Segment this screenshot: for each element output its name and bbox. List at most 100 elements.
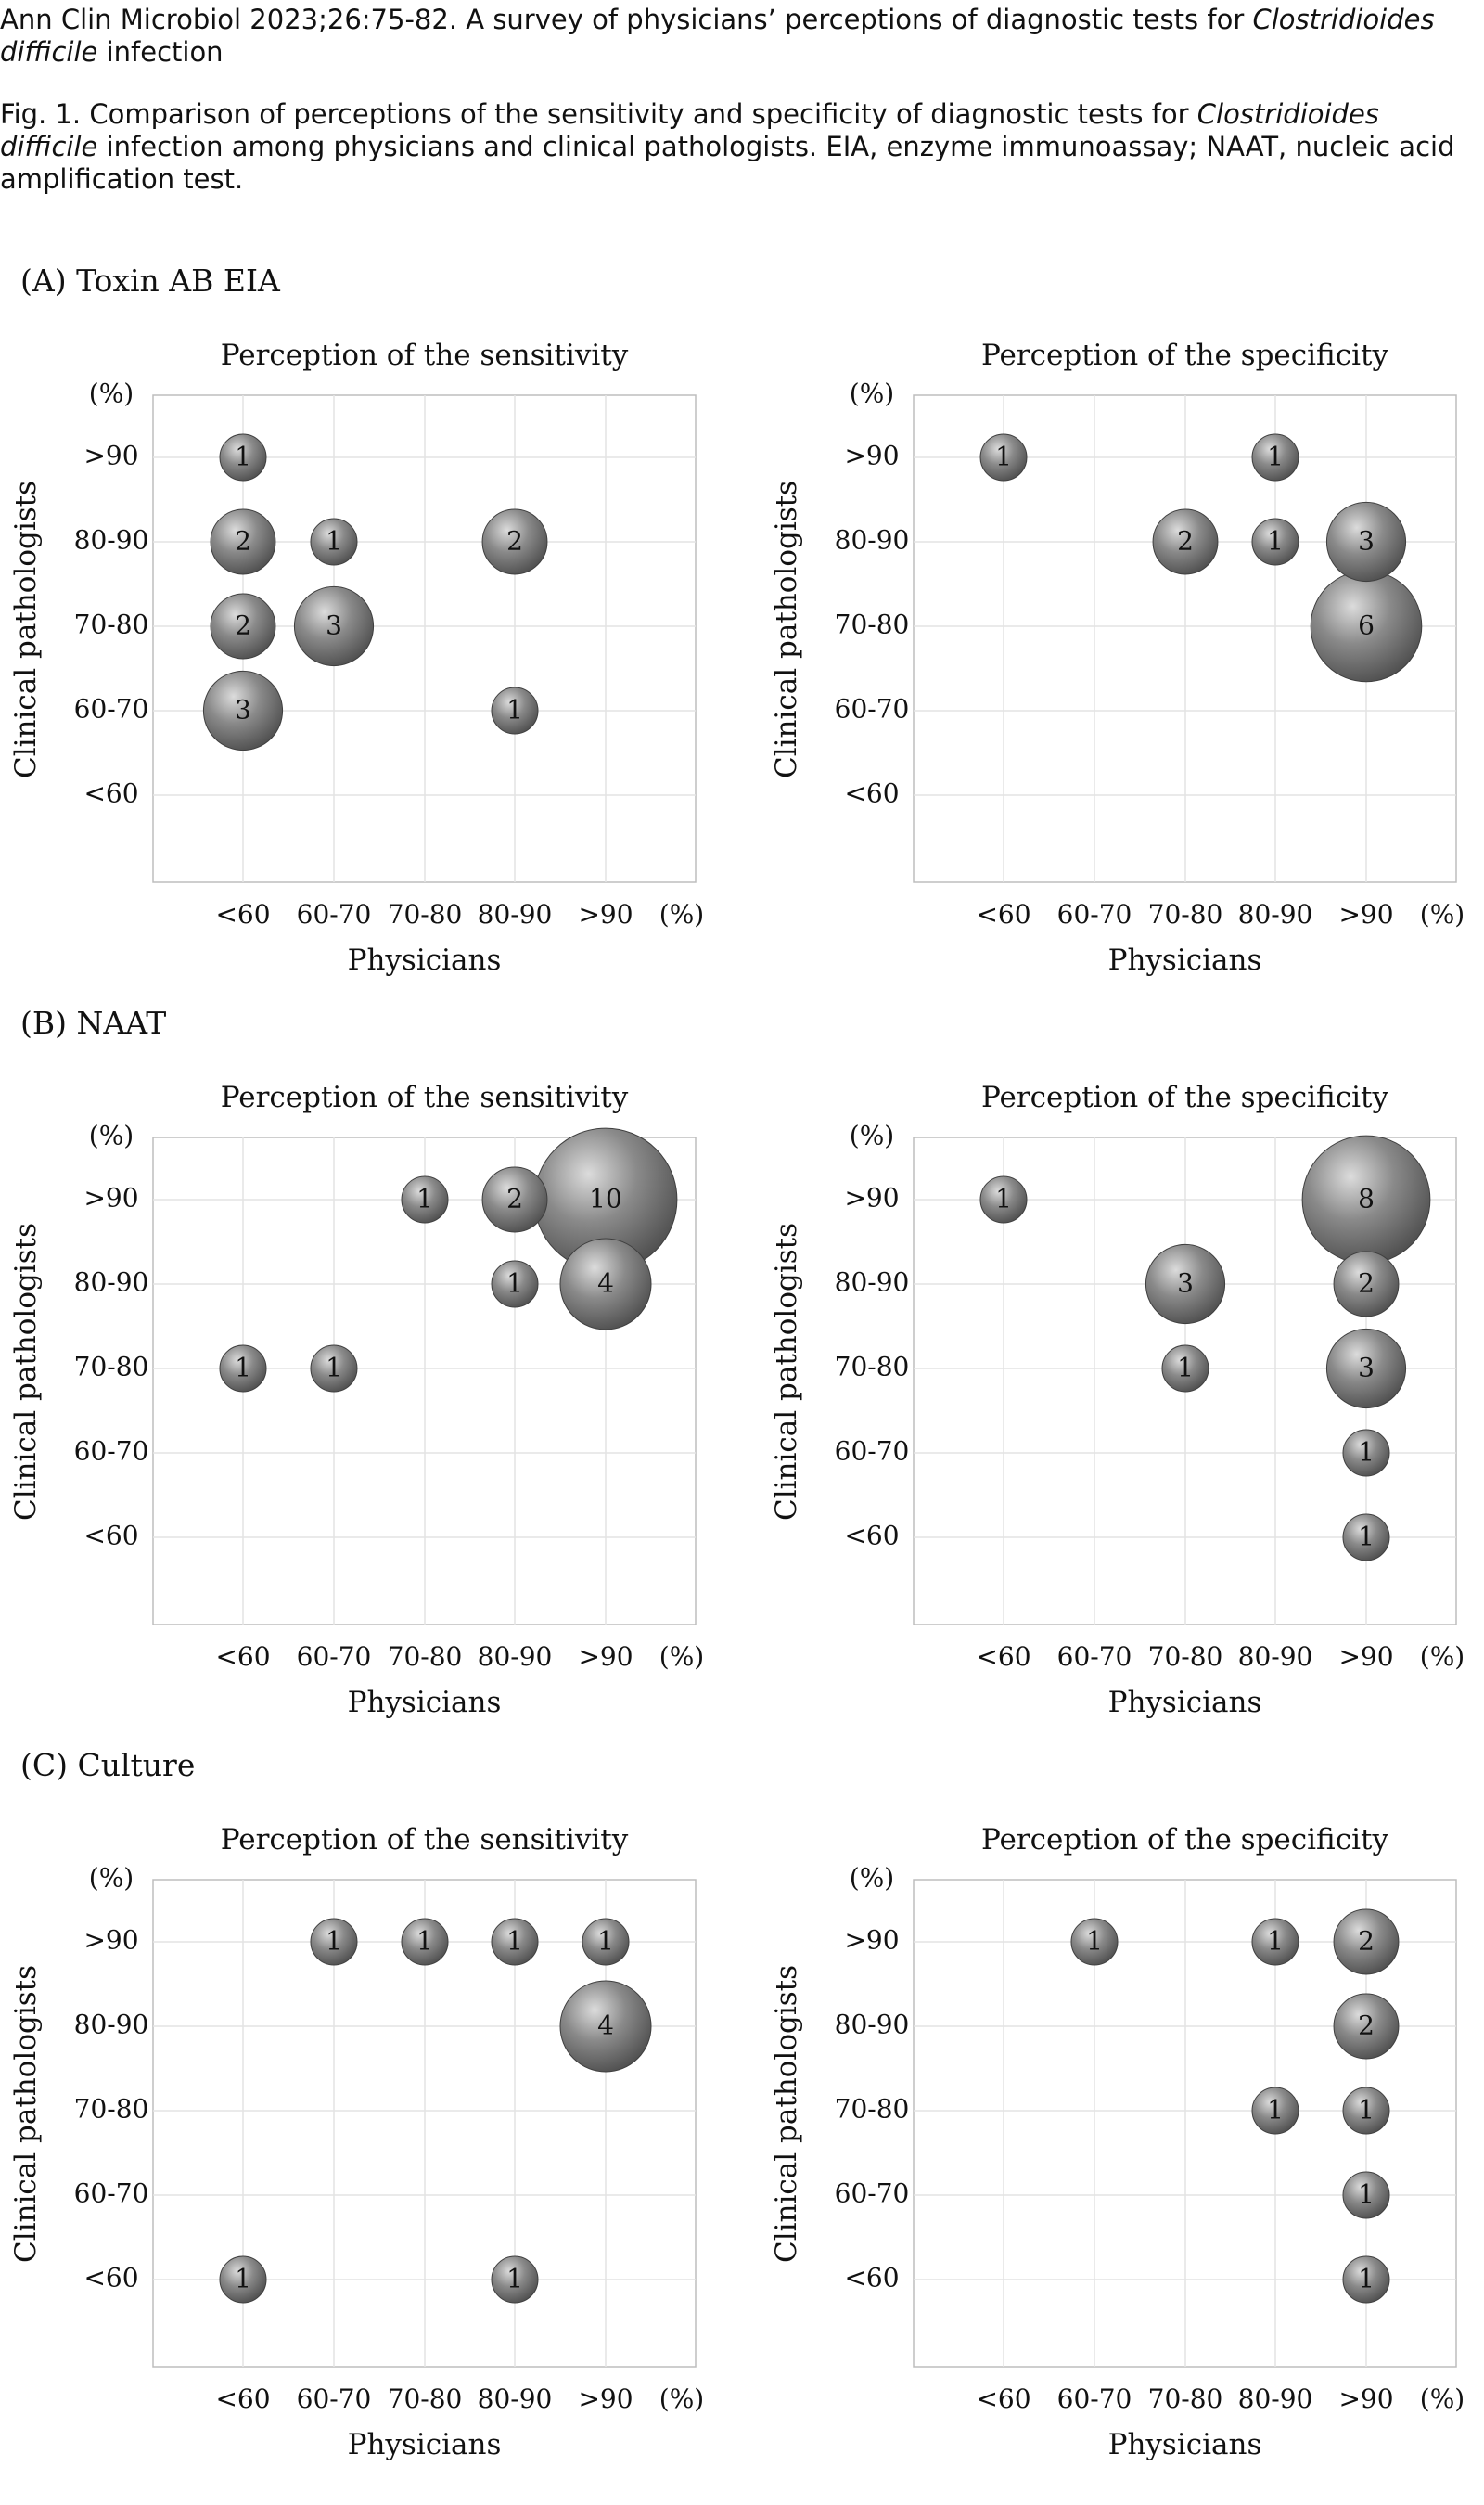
bubble <box>210 593 276 660</box>
bubble-group: 1 <box>1251 1918 1299 1966</box>
bubble-label: 3 <box>1358 1353 1375 1383</box>
bubble <box>1325 501 1407 583</box>
bubble-group: 1 <box>1342 2255 1390 2304</box>
chart-title: Perception of the sensitivity <box>221 339 629 372</box>
bubble-label: 1 <box>326 1926 342 1957</box>
y-unit-label: (%) <box>89 1121 134 1151</box>
bubble-group: 1 <box>582 1918 630 1966</box>
bubble-label: 1 <box>326 1353 342 1383</box>
y-tick-label: 70-80 <box>74 2094 149 2125</box>
citation-end: infection <box>97 36 224 68</box>
chart-toxin-sensitivity: Perception of the sensitivity (%) >90 80-90… <box>9 339 704 977</box>
caption-text: Fig. 1. Comparison of perceptions of the… <box>0 98 1197 130</box>
bubble <box>1251 1918 1299 1966</box>
chart-title: Perception of the specificity <box>981 339 1388 372</box>
bubble-label: 8 <box>1358 1184 1375 1214</box>
bubble-group: 2 <box>210 508 276 575</box>
chart-title: Perception of the specificity <box>981 1823 1388 1856</box>
y-tick-label: >90 <box>83 441 138 471</box>
y-tick-label: 60-70 <box>835 694 910 725</box>
y-tick-label: >90 <box>844 1183 899 1214</box>
bubble-group: 2 <box>1152 508 1219 575</box>
bubble-group: 3 <box>202 670 284 752</box>
bubble-label: 1 <box>1358 2095 1375 2126</box>
x-tick-label: 70-80 <box>1148 1641 1223 1672</box>
bubble-label: 2 <box>1358 1268 1375 1299</box>
bubble-label: 1 <box>326 526 342 557</box>
bubble-label: 1 <box>1358 2264 1375 2294</box>
chart-culture-sensitivity: Perception of the sensitivity (%) >90 80-90… <box>9 1823 704 2461</box>
bubble-label: 1 <box>995 1184 1012 1214</box>
bubble-label: 1 <box>506 1268 523 1299</box>
citation-organism: Clostridioides difficile <box>0 4 1435 68</box>
bubble-group: 1 <box>310 1918 358 1966</box>
y-tick-label: 60-70 <box>835 1436 910 1467</box>
bubble-label: 1 <box>506 695 523 726</box>
bubble <box>979 433 1028 482</box>
y-unit-label: (%) <box>850 379 894 409</box>
bubble-label: 2 <box>1358 2010 1375 2041</box>
bubble-label: 1 <box>235 442 251 472</box>
bubble <box>1145 1243 1226 1325</box>
bubble <box>1342 1513 1390 1561</box>
bubble-group: 1 <box>491 2255 539 2304</box>
bubble-label: 2 <box>506 526 523 557</box>
x-unit-label: (%) <box>659 2383 704 2414</box>
y-tick-label: 70-80 <box>74 1352 149 1382</box>
bubble <box>310 1344 358 1393</box>
y-axis-label: Clinical pathologists <box>770 1223 803 1521</box>
bubble <box>401 1918 449 1966</box>
y-axis-label: Clinical pathologists <box>9 481 43 778</box>
bubble <box>202 670 284 752</box>
bubble-label: 1 <box>597 1926 614 1957</box>
bubble <box>1251 433 1299 482</box>
bubble <box>1325 1328 1407 1409</box>
bubble <box>559 1980 652 2073</box>
x-tick-label: 60-70 <box>297 2383 372 2414</box>
bubble-label: 1 <box>1267 526 1284 557</box>
bubble-group: 1 <box>1342 1513 1390 1561</box>
y-tick-label: >90 <box>844 1925 899 1956</box>
y-tick-label: 60-70 <box>74 694 149 725</box>
x-tick-label: 60-70 <box>1057 2383 1132 2414</box>
bubble-group: 1 <box>1342 2171 1390 2219</box>
x-tick-label: <60 <box>976 899 1030 930</box>
chart-title: Perception of the specificity <box>981 1081 1388 1114</box>
bubble-label: 1 <box>506 2264 523 2294</box>
bubble-label: 2 <box>235 610 251 641</box>
x-axis-label: Physicians <box>1108 1686 1262 1719</box>
bubble-group: 1 <box>219 2255 267 2304</box>
y-tick-label: <60 <box>83 1521 138 1551</box>
bubble <box>1152 508 1219 575</box>
bubble-group: 2 <box>1333 1993 1400 2060</box>
bubble-group: 6 <box>1310 570 1423 683</box>
bubble-group: 1 <box>979 433 1028 482</box>
bubble-label: 3 <box>235 695 251 726</box>
y-unit-label: (%) <box>89 1863 134 1894</box>
bubble-group: 3 <box>1325 1328 1407 1409</box>
x-tick-label: <60 <box>976 1641 1030 1672</box>
bubble-label: 1 <box>1267 1926 1284 1957</box>
bubble-label: 3 <box>1177 1268 1194 1299</box>
x-unit-label: (%) <box>659 1641 704 1672</box>
x-tick-label: 70-80 <box>388 899 463 930</box>
y-tick-label: 70-80 <box>835 1352 910 1382</box>
bubble <box>559 1238 652 1330</box>
bubble-label: 2 <box>1177 526 1194 557</box>
bubble <box>491 1260 539 1308</box>
bubble <box>1070 1918 1119 1966</box>
x-axis-label: Physicians <box>1108 944 1262 977</box>
chart-naat-specificity: Perception of the specificity (%) >90 80-90… <box>770 1081 1465 1719</box>
x-tick-label: >90 <box>1338 2383 1393 2414</box>
bubble <box>1333 1251 1400 1317</box>
bubble-group: 1 <box>219 1344 267 1393</box>
bubble-group: 3 <box>293 585 375 667</box>
bubble-group: 2 <box>1333 1251 1400 1317</box>
bubble-group: 3 <box>1325 501 1407 583</box>
bubble-group: 1 <box>491 1260 539 1308</box>
bubble <box>219 2255 267 2304</box>
x-tick-label: >90 <box>578 1641 633 1672</box>
y-tick-label: 70-80 <box>74 610 149 640</box>
x-tick-label: <60 <box>215 1641 270 1672</box>
x-tick-label: 80-90 <box>478 1641 553 1672</box>
